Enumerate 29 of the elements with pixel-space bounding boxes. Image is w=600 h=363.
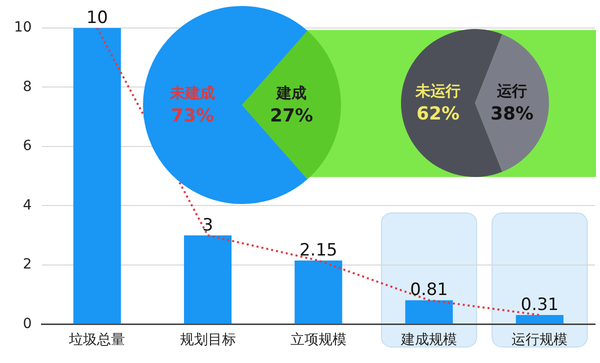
y-tick-label: 2 bbox=[22, 256, 32, 273]
data-label: 73% bbox=[170, 106, 214, 127]
bar bbox=[184, 235, 232, 324]
bar bbox=[294, 260, 342, 324]
slice-label: 运行 bbox=[496, 82, 527, 100]
slice-label: 未建成 bbox=[169, 84, 215, 102]
y-tick-label: 4 bbox=[22, 197, 32, 214]
slice-label: 未运行 bbox=[414, 82, 460, 100]
data-label: 0.81 bbox=[410, 280, 448, 300]
x-tick-label: 运行规模 bbox=[512, 332, 568, 348]
data-label: 38% bbox=[490, 104, 534, 125]
bar bbox=[405, 300, 453, 324]
data-label: 0.31 bbox=[520, 294, 559, 315]
y-tick-label: 8 bbox=[22, 78, 32, 95]
data-label: 2.15 bbox=[299, 240, 338, 260]
x-tick-label: 垃圾总量 bbox=[68, 332, 126, 348]
slice-label: 建成 bbox=[276, 84, 306, 102]
data-label: 3 bbox=[202, 215, 214, 236]
x-tick-label: 立项规模 bbox=[290, 332, 346, 348]
bar bbox=[73, 28, 121, 324]
data-label: 10 bbox=[86, 8, 108, 28]
data-label: 27% bbox=[270, 106, 314, 127]
y-tick-label: 6 bbox=[22, 138, 32, 154]
y-tick-label: 0 bbox=[22, 316, 32, 332]
bar bbox=[516, 315, 564, 324]
x-tick-label: 规划目标 bbox=[180, 332, 236, 348]
y-tick-label: 10 bbox=[14, 20, 32, 36]
data-label: 62% bbox=[416, 104, 460, 125]
x-tick-label: 建成规模 bbox=[400, 332, 458, 348]
